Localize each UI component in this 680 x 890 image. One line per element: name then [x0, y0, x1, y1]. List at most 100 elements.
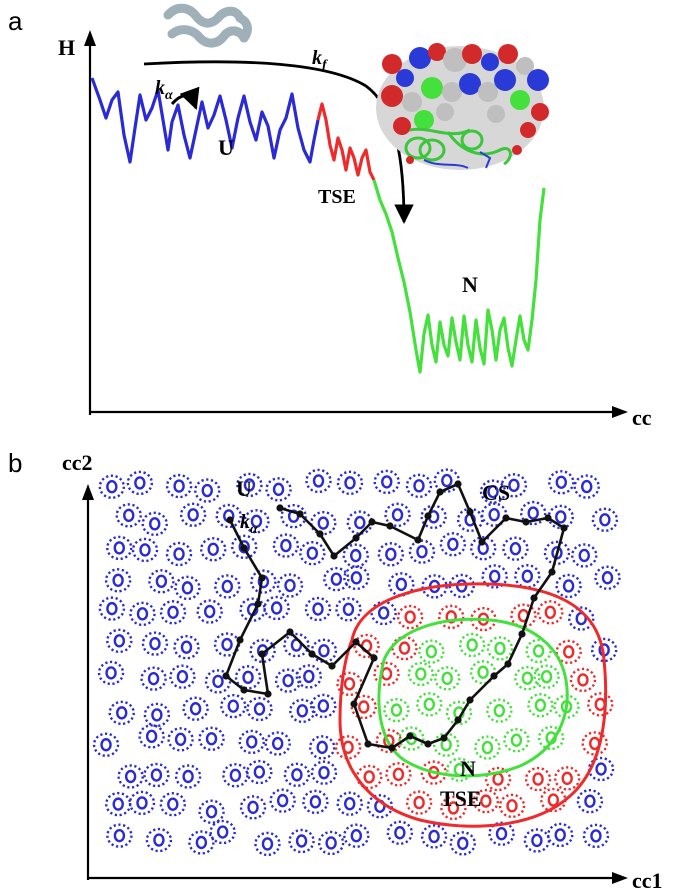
panel-a-x-label: cc — [632, 405, 652, 430]
conformation-state — [214, 574, 241, 599]
conformation-state — [373, 469, 400, 495]
conformation-state — [143, 702, 171, 728]
conformation-state — [391, 635, 418, 661]
conformation-state — [194, 478, 221, 503]
conformation-state — [356, 764, 383, 790]
conformation-state — [115, 503, 142, 528]
trajectory-point — [530, 594, 538, 602]
trajectory-point — [370, 654, 378, 662]
rate-alpha-arrow — [170, 86, 200, 110]
conformation-state — [346, 510, 374, 535]
conformation-state — [396, 604, 424, 630]
landscape-transition-segment — [316, 102, 376, 181]
conformation-state — [408, 539, 436, 564]
conformation-state — [573, 474, 600, 499]
conformation-state — [106, 535, 133, 561]
conformation-state — [264, 731, 291, 756]
conformation-state — [405, 790, 433, 815]
conformation-state — [373, 661, 400, 687]
trajectory-point — [548, 568, 556, 576]
conformation-state — [141, 631, 169, 656]
trajectory-point — [502, 514, 510, 522]
trajectory-point — [308, 650, 316, 658]
conformation-state — [448, 573, 475, 599]
conformation-state — [159, 600, 187, 625]
conformation-state — [587, 756, 615, 782]
conformation-state — [547, 822, 574, 848]
trajectory-point — [466, 508, 474, 516]
conformation-state — [527, 693, 554, 718]
conformation-state — [591, 507, 619, 532]
conformation-state — [231, 534, 258, 560]
rate-alpha-label-a: kα — [155, 77, 173, 103]
conformation-state — [486, 636, 514, 661]
conformation-state — [514, 665, 541, 691]
conformation-state — [145, 827, 173, 853]
trajectory-point — [328, 662, 336, 670]
conformation-state — [129, 601, 156, 627]
conformation-state — [310, 760, 338, 785]
conformation-state — [215, 503, 242, 529]
conformation-state — [503, 728, 530, 753]
panel-b-y-arrowhead — [82, 484, 94, 500]
conformation-state — [555, 573, 582, 599]
conformation-state — [569, 667, 597, 693]
trajectory-point — [466, 696, 474, 704]
conformation-state — [502, 536, 529, 561]
conformation-state — [386, 820, 414, 845]
trajectory-point — [350, 700, 358, 708]
conformation-state — [198, 799, 225, 824]
trajectory-point — [258, 650, 266, 658]
conformation-state — [140, 666, 167, 691]
label-native-a: N — [462, 272, 478, 297]
conformation-state — [141, 511, 168, 537]
conformation-state — [128, 790, 156, 816]
conformation-state — [388, 572, 415, 597]
conformation-state — [385, 762, 412, 787]
conformation-state — [159, 792, 187, 817]
conformation-state — [474, 735, 501, 760]
conformation-state — [276, 573, 304, 598]
conformation-state — [220, 693, 247, 719]
conformation-state — [582, 823, 610, 849]
trajectory-point — [296, 510, 304, 518]
conformation-state — [239, 795, 267, 820]
conformation-state — [263, 595, 290, 621]
conformation-state — [92, 732, 120, 757]
trajectory-point — [388, 744, 396, 752]
conformation-state — [587, 692, 614, 717]
conformation-state — [222, 763, 249, 788]
conformation-state — [108, 700, 135, 726]
conformation-state — [238, 729, 265, 755]
conformation-state — [439, 532, 467, 557]
conformation-state — [288, 828, 315, 854]
conformation-state — [302, 789, 329, 815]
conformation-state — [105, 791, 132, 817]
trajectory-point — [352, 534, 360, 542]
conformation-state — [308, 735, 336, 760]
conformation-state — [234, 665, 262, 690]
conformation-state — [179, 502, 207, 527]
conformation-state — [265, 477, 292, 502]
rate-folding-label: kf — [312, 47, 328, 73]
conformation-state — [169, 664, 196, 689]
conformation-state — [377, 542, 405, 567]
conformation-state — [143, 762, 170, 788]
conformation-state — [335, 597, 362, 622]
conformation-state — [383, 697, 410, 723]
label-tse-b: TSE — [440, 786, 482, 811]
panel-b-y-label: cc2 — [62, 450, 93, 475]
trajectory-path — [224, 482, 566, 750]
trajectory-point — [440, 734, 448, 742]
trajectory-point — [240, 544, 248, 552]
conformation-state — [469, 660, 497, 685]
panel-b-x-arrowhead — [612, 872, 628, 884]
conformation-state — [523, 828, 551, 853]
conformation-state — [289, 698, 316, 724]
conformation-state — [434, 666, 461, 691]
trajectory-point — [518, 630, 526, 638]
conformation-state — [269, 788, 296, 813]
conformation-state — [438, 604, 465, 630]
conformation-state — [440, 795, 467, 821]
